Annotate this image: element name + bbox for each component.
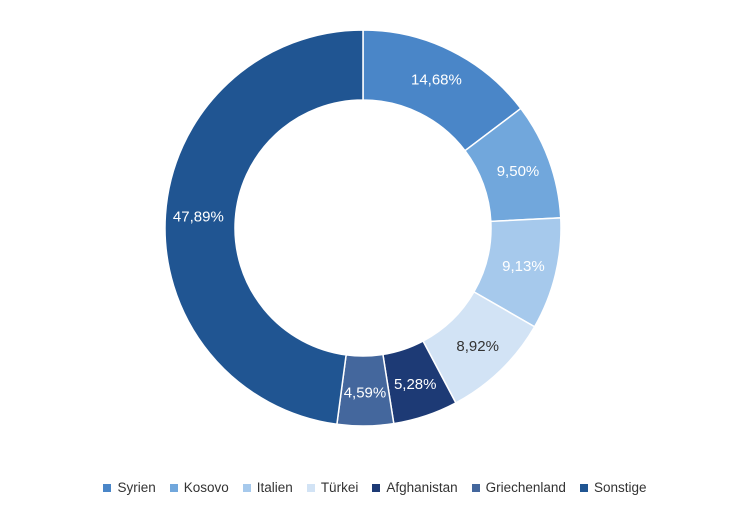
legend-item-afghanistan: Afghanistan	[372, 480, 458, 495]
legend-label: Afghanistan	[386, 480, 458, 495]
legend-swatch	[471, 483, 480, 492]
legend-swatch	[242, 483, 251, 492]
legend-label: Sonstige	[593, 480, 647, 495]
slice-value-label-syrien: 14,68%	[411, 72, 462, 89]
legend-item-türkei: Türkei	[306, 480, 359, 495]
legend-item-griechenland: Griechenland	[471, 480, 566, 495]
legend-label: Italien	[256, 480, 293, 495]
legend-swatch	[579, 483, 588, 492]
slice-value-label-kosovo: 9,50%	[497, 163, 540, 180]
slice-value-label-sonstige: 47,89%	[173, 209, 224, 226]
slice-value-label-italien: 9,13%	[502, 258, 545, 275]
slice-value-label-griechenland: 4,59%	[344, 384, 387, 401]
donut-slice-sonstige	[164, 29, 364, 426]
donut-chart-svg: 14,68% 9,50% 9,13% 8,92% 5,28% 4,59% 47,89%	[164, 29, 562, 427]
legend-item-italien: Italien	[242, 480, 293, 495]
legend-label: Syrien	[117, 480, 156, 495]
legend-label: Kosovo	[183, 480, 229, 495]
legend-item-sonstige: Sonstige	[579, 480, 647, 495]
legend-swatch	[372, 483, 381, 492]
legend-swatch	[169, 483, 178, 492]
slice-value-label-afghanistan: 5,28%	[394, 376, 437, 393]
legend-swatch	[103, 483, 112, 492]
legend-item-syrien: Syrien	[103, 480, 156, 495]
slice-value-label-türkei: 8,92%	[456, 338, 499, 355]
legend-label: Türkei	[320, 480, 359, 495]
legend-swatch	[306, 483, 315, 492]
chart-legend: Syrien Kosovo Italien Türkei Afghanistan Grie…	[0, 480, 750, 495]
legend-item-kosovo: Kosovo	[169, 480, 229, 495]
legend-label: Griechenland	[485, 480, 566, 495]
